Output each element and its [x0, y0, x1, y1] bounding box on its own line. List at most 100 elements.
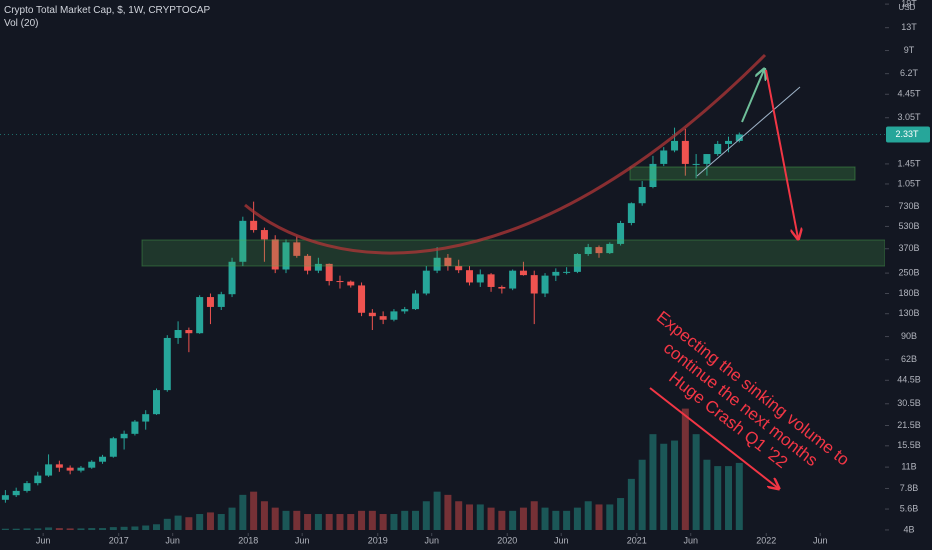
candle-body: [433, 257, 441, 271]
volume-arrow: [649, 387, 778, 488]
y-tick-label: 19T: [901, 0, 917, 8]
volume-label: Vol (20): [4, 18, 38, 29]
candle-body: [120, 433, 128, 439]
y-tick-label: 15.5B: [897, 440, 921, 450]
x-tick-label: 2017: [109, 535, 129, 545]
candle-body: [541, 275, 549, 294]
volume-bar: [584, 501, 592, 530]
volume-bar: [465, 504, 473, 530]
volume-bar: [390, 514, 398, 530]
candle-body: [606, 243, 614, 254]
volume-bar: [163, 518, 171, 530]
volume-bar: [412, 510, 420, 530]
y-tick-label: 730B: [898, 201, 919, 211]
candle-body: [196, 297, 204, 334]
x-tick-label: 2018: [238, 535, 258, 545]
candle-body: [595, 247, 603, 254]
volume-bar: [487, 507, 495, 530]
y-tick-label: 6.2T: [900, 68, 919, 78]
support-zone: [141, 239, 886, 267]
candle-body: [422, 270, 430, 294]
x-tick-label: 2019: [368, 535, 388, 545]
volume-bar: [131, 526, 139, 530]
volume-bar: [519, 507, 527, 530]
y-tick-label: 1.45T: [897, 158, 921, 168]
y-tick-label: 30.5B: [897, 398, 921, 408]
volume-bar: [77, 528, 85, 530]
candle-body: [271, 239, 279, 270]
volume-bar: [541, 507, 549, 530]
volume-bar: [45, 527, 53, 530]
volume-bar: [314, 514, 322, 530]
candle-body: [671, 140, 679, 151]
candle-body: [476, 274, 484, 283]
currency: USD: [899, 3, 916, 12]
candle-body: [282, 242, 290, 270]
candle-body: [530, 275, 538, 294]
volume-bar: [573, 507, 581, 530]
volume-bar: [271, 507, 279, 530]
volume-bar: [606, 504, 614, 530]
x-tick-label: 2022: [756, 535, 776, 545]
y-tick-label: 130B: [898, 308, 919, 318]
candle-body: [314, 263, 322, 271]
volume-bar: [23, 528, 31, 530]
volume-bar: [509, 510, 517, 530]
x-tick-label: Jun: [165, 535, 180, 545]
candle-body: [444, 257, 452, 267]
cup-curve: [244, 53, 767, 255]
volume-bar: [293, 510, 301, 530]
candle-body: [487, 274, 495, 287]
volume-bar: [627, 478, 635, 530]
candle-body: [368, 312, 376, 317]
volume-bar: [735, 462, 743, 530]
volume-bar: [152, 524, 160, 530]
volume-bar: [217, 514, 225, 530]
support-zone: [629, 166, 856, 181]
volume-bar: [638, 459, 646, 530]
candle-body: [714, 143, 722, 155]
volume-bar: [174, 515, 182, 530]
volume-bar: [671, 440, 679, 530]
candle-body: [358, 285, 366, 313]
candle-body: [412, 293, 420, 310]
candle-body: [552, 271, 560, 276]
volume-bar: [336, 514, 344, 530]
up-arrow: [741, 70, 764, 123]
y-tick-label: 180B: [898, 288, 919, 298]
volume-bar: [368, 510, 376, 530]
candle-body: [347, 281, 355, 286]
volume-bar: [66, 528, 74, 530]
candle-body: [66, 467, 74, 471]
candle-body: [23, 483, 31, 491]
candle-body: [88, 461, 96, 468]
candle-body: [1, 495, 9, 500]
volume-bar: [185, 517, 193, 530]
candle-body: [239, 220, 247, 262]
candle-body: [77, 467, 85, 471]
candle-body: [185, 330, 193, 334]
y-tick-label: 5.6B: [900, 503, 919, 513]
y-tick-label: 90B: [901, 331, 917, 341]
volume-bar: [649, 434, 657, 530]
candle-body: [260, 230, 268, 240]
volume-bar: [34, 528, 42, 530]
candle-body: [336, 281, 344, 283]
candle-body: [152, 390, 160, 415]
candle-body: [206, 297, 214, 307]
volume-bar: [196, 514, 204, 530]
trend-line: [696, 86, 801, 177]
candle-body: [109, 438, 117, 457]
y-tick-label: 3.05T: [897, 112, 921, 122]
y-tick-label: 7.8B: [900, 483, 919, 493]
candle-body: [519, 270, 527, 276]
candle-body: [131, 421, 139, 434]
candle-body: [509, 270, 517, 289]
x-tick-label: Jun: [295, 535, 310, 545]
last-price-box: [886, 126, 930, 143]
volume-bar: [260, 501, 268, 530]
volume-bar: [714, 466, 722, 530]
